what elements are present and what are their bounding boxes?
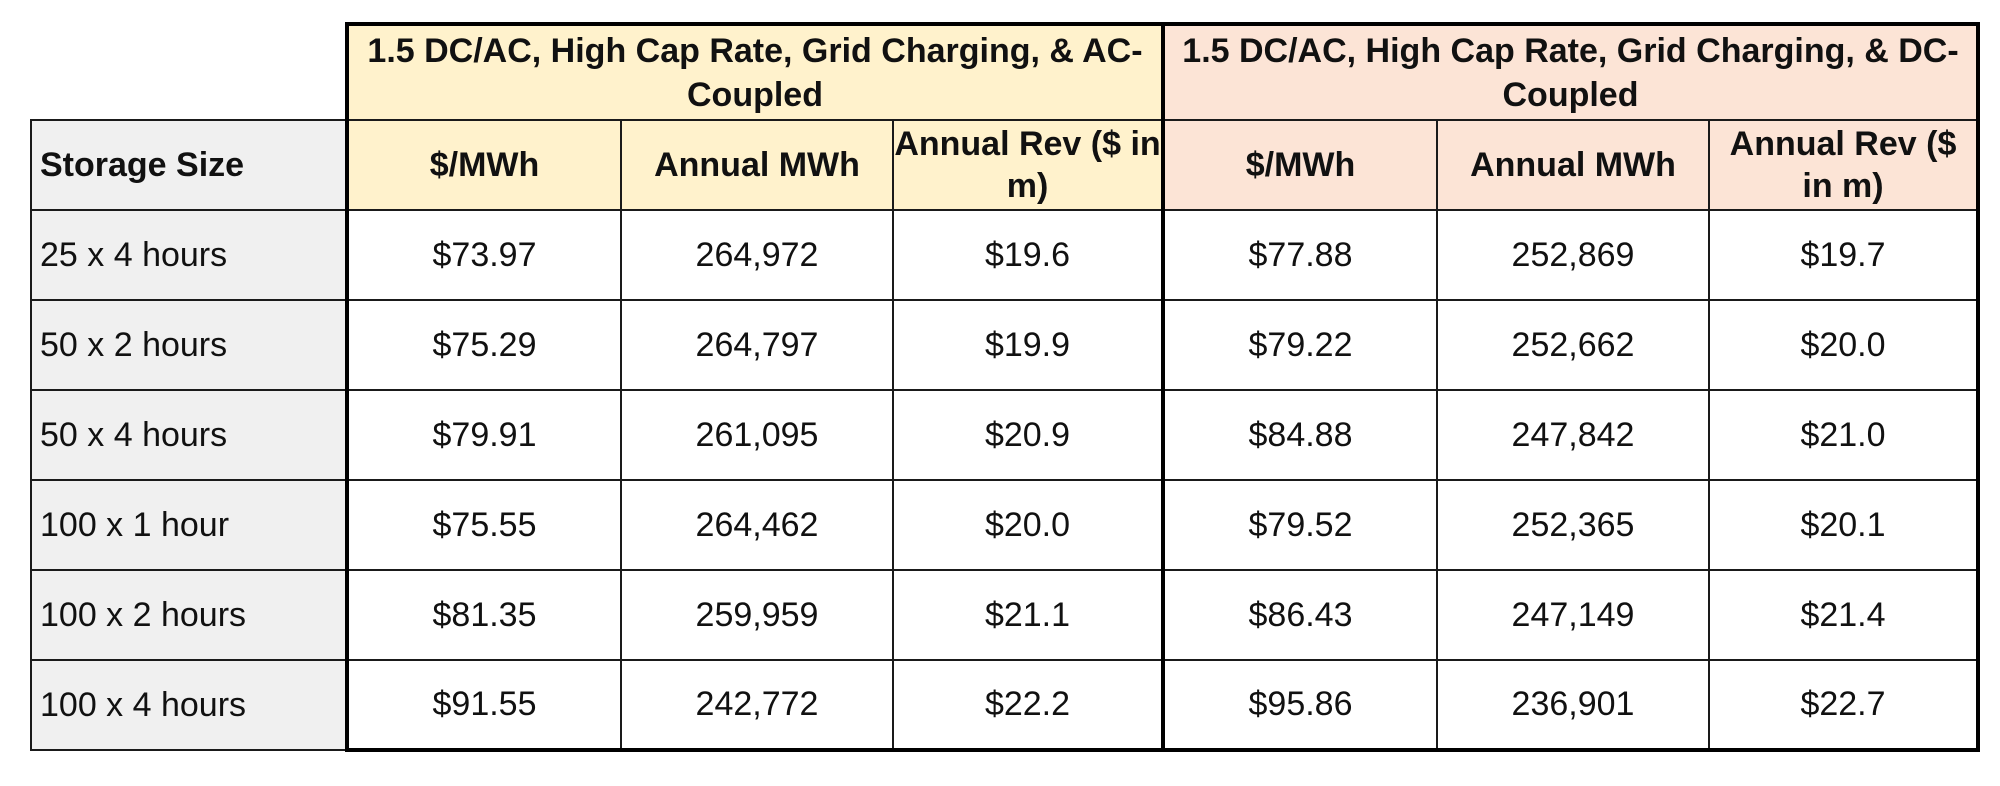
group-a-annual-rev-cell: $22.2 — [892, 659, 1165, 752]
table-row: 100 x 4 hours $91.55 242,772 $22.2 $95.86 236… — [30, 659, 1980, 752]
row-label-storage-size: 100 x 4 hours — [30, 659, 348, 751]
group-b-title: 1.5 DC/AC, High Cap Rate, Grid Charging,… — [1162, 22, 1980, 121]
group-b-price-cell: $79.22 — [1162, 299, 1438, 391]
group-b-col-mwh-header: Annual MWh — [1436, 119, 1710, 211]
group-a-col-rev-header: Annual Rev ($ in m) — [892, 119, 1165, 211]
group-b-annual-rev-cell: $22.7 — [1708, 659, 1980, 752]
group-a-annual-mwh-cell: 264,797 — [620, 299, 894, 391]
group-header-row: 1.5 DC/AC, High Cap Rate, Grid Charging,… — [31, 22, 1980, 121]
group-a-annual-rev-cell: $20.9 — [892, 389, 1165, 481]
group-a-annual-mwh-cell: 261,095 — [620, 389, 894, 481]
table-row: 25 x 4 hours $73.97 264,972 $19.6 $77.88 252,… — [30, 209, 1980, 301]
group-a-annual-mwh-cell: 242,772 — [620, 659, 894, 752]
group-a-annual-mwh-cell: 264,462 — [620, 479, 894, 571]
group-b-annual-mwh-cell: 236,901 — [1436, 659, 1710, 752]
group-a-annual-rev-cell: $19.6 — [892, 209, 1165, 301]
row-label-storage-size: 25 x 4 hours — [30, 209, 348, 301]
group-b-annual-mwh-cell: 252,662 — [1436, 299, 1710, 391]
group-a-price-cell: $91.55 — [345, 659, 622, 752]
group-b-annual-rev-cell: $19.7 — [1708, 209, 1980, 301]
group-b-annual-mwh-cell: 247,149 — [1436, 569, 1710, 661]
group-b-annual-mwh-cell: 247,842 — [1436, 389, 1710, 481]
group-a-price-cell: $73.97 — [345, 209, 622, 301]
group-a-annual-rev-cell: $20.0 — [892, 479, 1165, 571]
group-a-price-cell: $79.91 — [345, 389, 622, 481]
group-a-annual-mwh-cell: 264,972 — [620, 209, 894, 301]
group-b-annual-rev-cell: $20.0 — [1708, 299, 1980, 391]
blank-corner-cell — [31, 24, 348, 121]
group-a-price-cell: $75.55 — [345, 479, 622, 571]
group-b-price-cell: $84.88 — [1162, 389, 1438, 481]
group-a-col-mwh-header: Annual MWh — [620, 119, 894, 211]
group-b-annual-mwh-cell: 252,869 — [1436, 209, 1710, 301]
row-label-storage-size: 100 x 2 hours — [30, 569, 348, 661]
group-b-annual-mwh-cell: 252,365 — [1436, 479, 1710, 571]
table-row: 100 x 1 hour $75.55 264,462 $20.0 $79.52 252,… — [30, 479, 1980, 571]
column-header-row: Storage Size $/MWh Annual MWh Annual Rev… — [30, 119, 1980, 211]
group-b-col-price-header: $/MWh — [1162, 119, 1438, 211]
group-a-col-price-header: $/MWh — [345, 119, 622, 211]
revenue-table: 1.5 DC/AC, High Cap Rate, Grid Charging,… — [30, 22, 1980, 752]
group-b-annual-rev-cell: $21.4 — [1708, 569, 1980, 661]
group-b-price-cell: $95.86 — [1162, 659, 1438, 752]
row-label-storage-size: 100 x 1 hour — [30, 479, 348, 571]
group-a-annual-mwh-cell: 259,959 — [620, 569, 894, 661]
group-a-price-cell: $75.29 — [345, 299, 622, 391]
group-b-col-rev-header: Annual Rev ($ in m) — [1708, 119, 1980, 211]
group-a-annual-rev-cell: $21.1 — [892, 569, 1165, 661]
storage-size-header: Storage Size — [30, 119, 348, 211]
row-label-storage-size: 50 x 4 hours — [30, 389, 348, 481]
group-a-price-cell: $81.35 — [345, 569, 622, 661]
group-a-title: 1.5 DC/AC, High Cap Rate, Grid Charging,… — [345, 22, 1165, 121]
group-b-price-cell: $86.43 — [1162, 569, 1438, 661]
row-label-storage-size: 50 x 2 hours — [30, 299, 348, 391]
group-a-annual-rev-cell: $19.9 — [892, 299, 1165, 391]
table-row: 50 x 2 hours $75.29 264,797 $19.9 $79.22 252,… — [30, 299, 1980, 391]
group-b-price-cell: $77.88 — [1162, 209, 1438, 301]
table-row: 100 x 2 hours $81.35 259,959 $21.1 $86.43 247… — [30, 569, 1980, 661]
group-b-annual-rev-cell: $21.0 — [1708, 389, 1980, 481]
group-b-price-cell: $79.52 — [1162, 479, 1438, 571]
group-b-annual-rev-cell: $20.1 — [1708, 479, 1980, 571]
table-row: 50 x 4 hours $79.91 261,095 $20.9 $84.88 247,… — [30, 389, 1980, 481]
